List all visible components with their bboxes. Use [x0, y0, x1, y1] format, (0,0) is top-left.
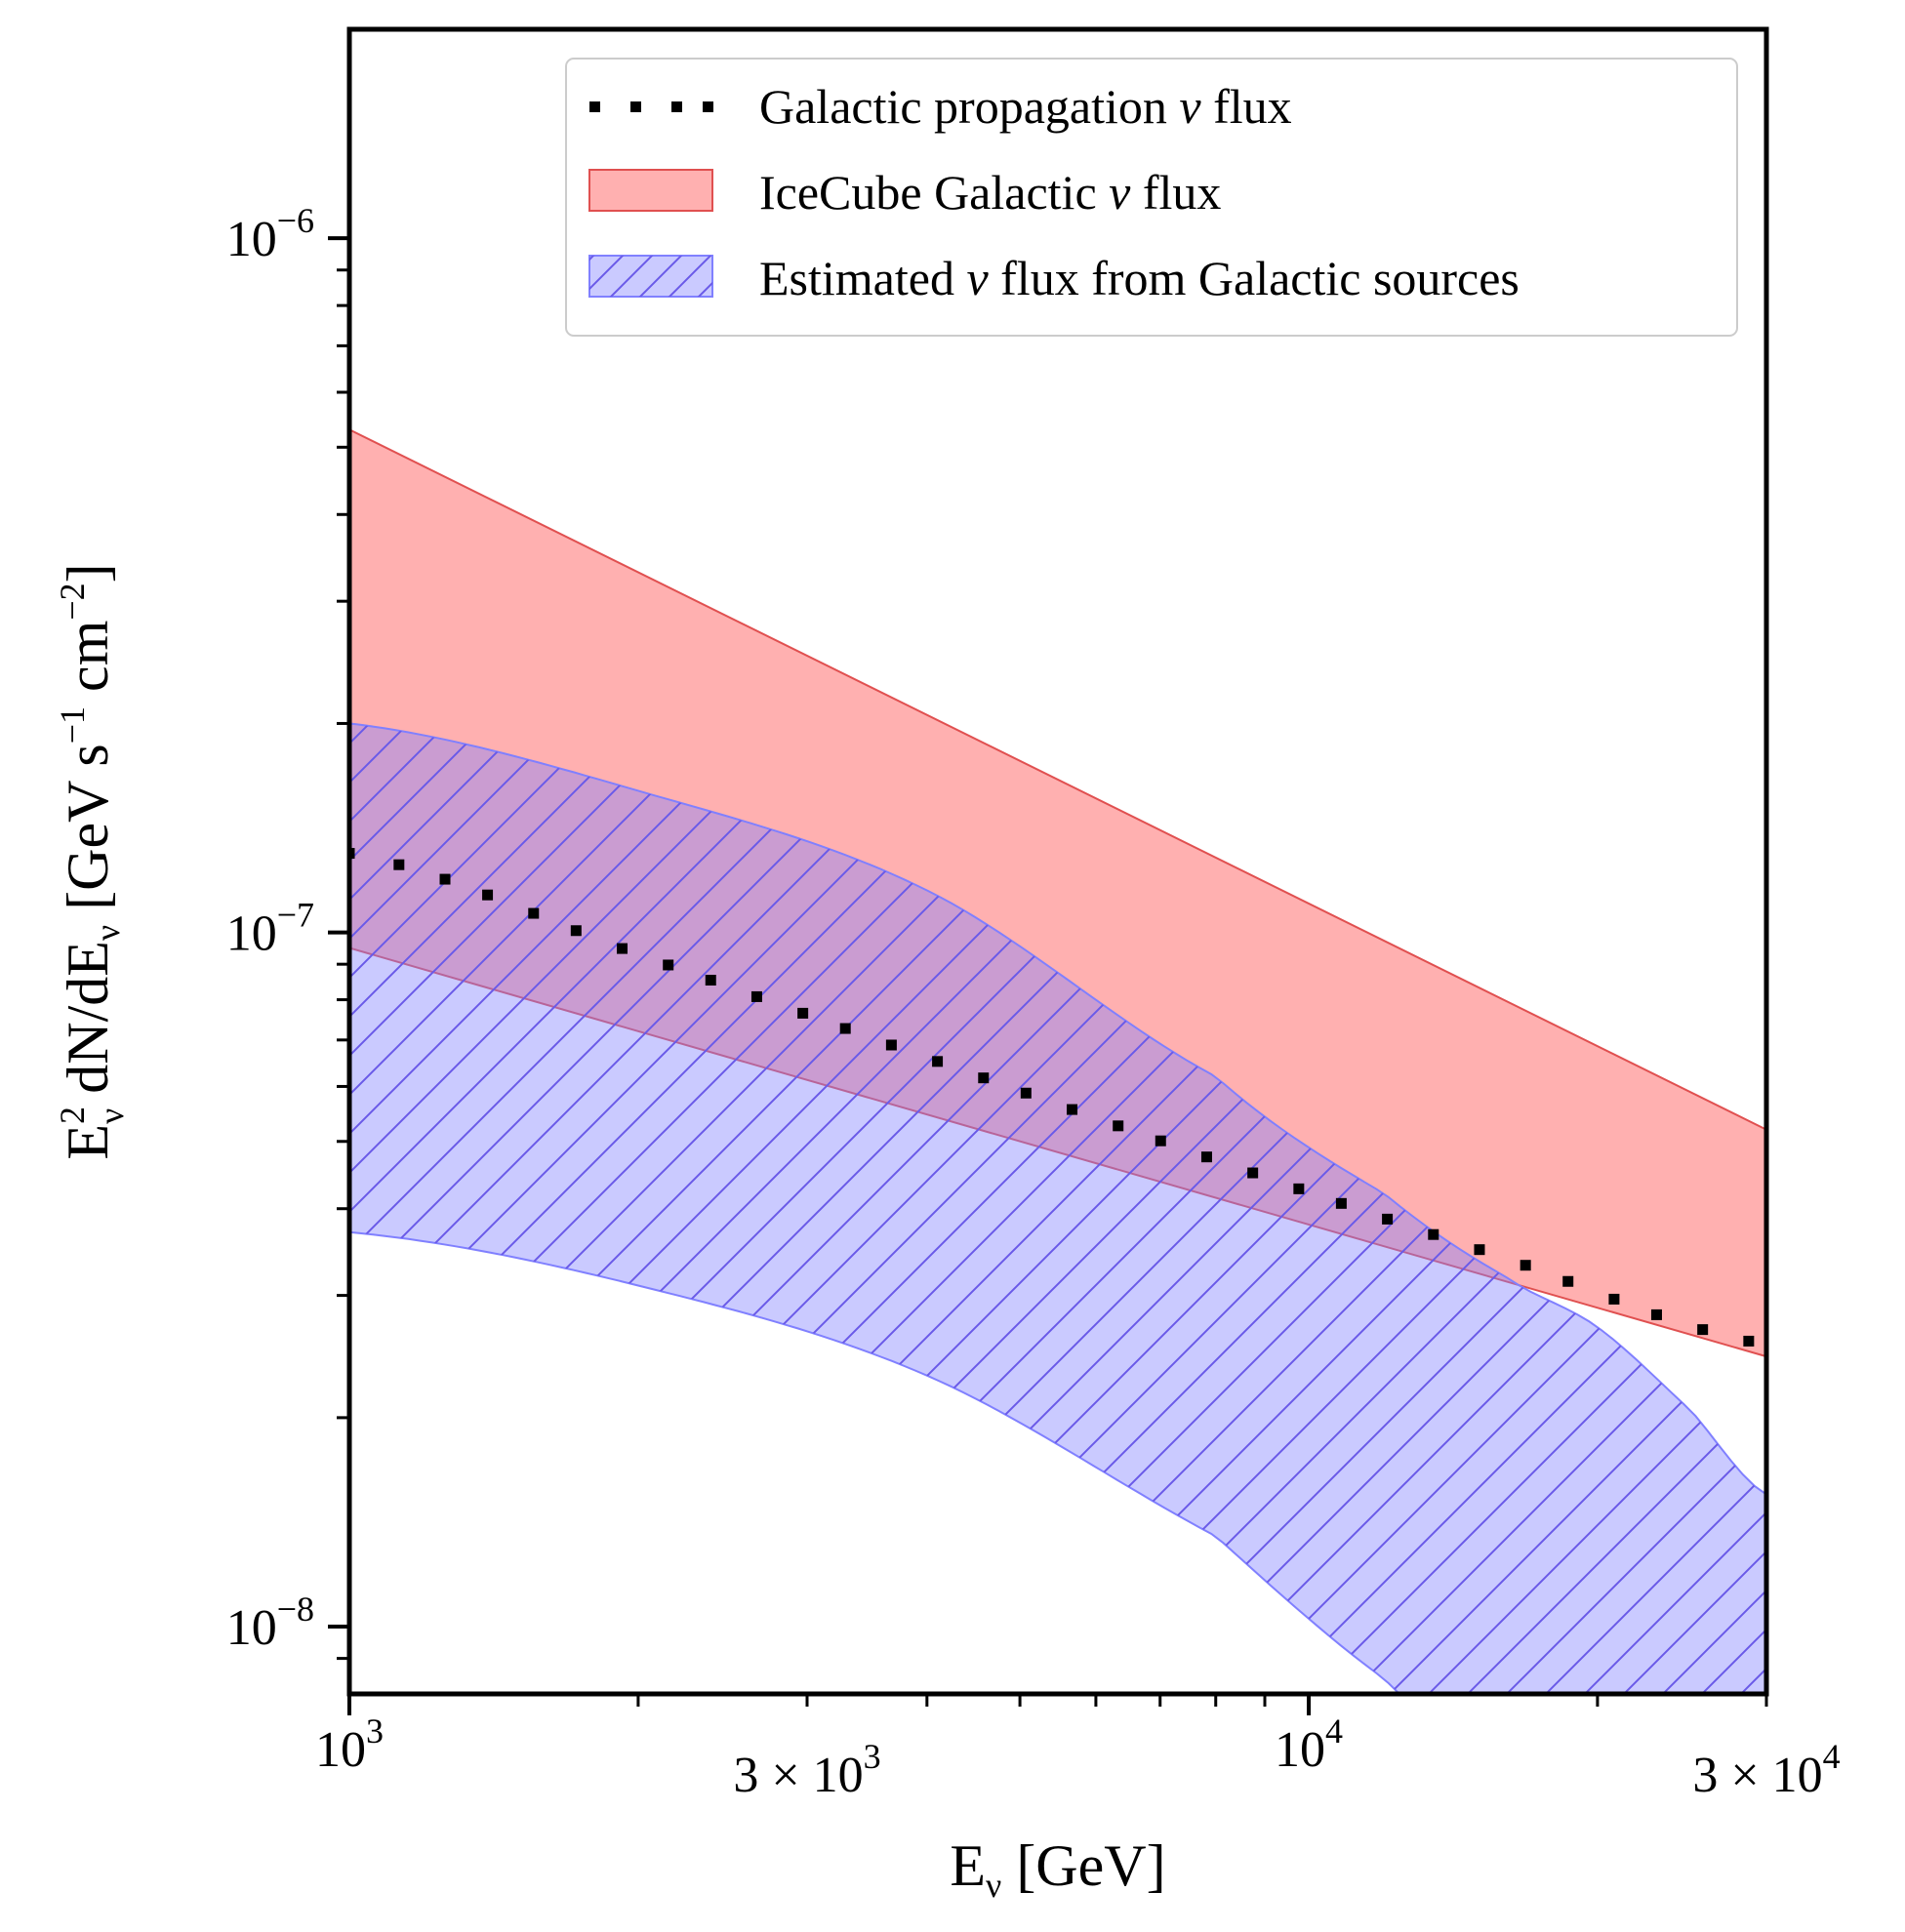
- legend-entry-sources: Estimated ν flux from Galactic sources: [588, 251, 1520, 305]
- legend-box: [565, 58, 1738, 337]
- propagation-flux-dot: [1697, 1324, 1709, 1336]
- legend-dotted-line-swatch: [589, 101, 713, 112]
- propagation-flux-dot: [797, 1007, 809, 1019]
- propagation-flux-dot: [1608, 1293, 1620, 1305]
- propagation-flux-dot: [750, 990, 762, 1002]
- propagation-flux-dot: [393, 859, 405, 870]
- propagation-flux-dot: [349, 848, 355, 860]
- legend-label-sources: Estimated ν flux from Galactic sources: [759, 251, 1520, 305]
- propagation-flux-dot: [1113, 1120, 1124, 1132]
- propagation-flux-dot: [978, 1072, 990, 1084]
- propagation-flux-dot: [1562, 1275, 1574, 1287]
- legend: Galactic propagation ν flux IceCube Gala…: [565, 58, 1738, 337]
- icecube-flux-band: [349, 428, 1766, 1358]
- propagation-flux-dot: [1382, 1213, 1394, 1225]
- propagation-flux-dot: [528, 907, 540, 919]
- propagation-flux-dot: [885, 1039, 897, 1051]
- propagation-flux-dot: [1020, 1087, 1032, 1099]
- propagation-flux-dot: [839, 1023, 851, 1034]
- y-tick-label: 10−6: [226, 201, 314, 267]
- legend-entry-propagation: Galactic propagation ν flux: [589, 79, 1292, 134]
- propagation-flux-dot: [482, 889, 494, 901]
- propagation-flux-dot: [617, 943, 628, 954]
- data-layer: [349, 428, 1766, 1694]
- legend-label-propagation: Galactic propagation ν flux: [759, 79, 1292, 134]
- y-axis-label: E2ν dN/dEν [GeV s−1 cm−2]: [53, 563, 131, 1159]
- legend-label-icecube: IceCube Galactic ν flux: [759, 165, 1221, 220]
- propagation-flux-dot: [570, 925, 582, 937]
- x-tick-label: 104: [1275, 1711, 1343, 1778]
- propagation-flux-dot: [439, 873, 451, 885]
- x-tick-label: 3 × 103: [733, 1737, 880, 1803]
- propagation-flux-dot: [1247, 1167, 1259, 1179]
- propagation-flux-dot: [1293, 1183, 1305, 1194]
- legend-entry-icecube: IceCube Galactic ν flux: [588, 165, 1221, 220]
- y-tick-label: 10−8: [226, 1590, 314, 1656]
- propagation-flux-dot: [705, 975, 716, 986]
- propagation-flux-dot: [1067, 1104, 1078, 1115]
- legend-hatch-swatch: [589, 256, 712, 297]
- propagation-flux-dot: [1474, 1244, 1485, 1256]
- x-axis-label: Eν [GeV]: [950, 1833, 1165, 1905]
- propagation-flux-dot: [1155, 1135, 1166, 1147]
- propagation-flux-dot: [1650, 1308, 1662, 1320]
- sources-flux-hatch: [349, 723, 1766, 1694]
- propagation-flux-dot: [663, 959, 674, 971]
- axes-frame: [346, 26, 1769, 1697]
- propagation-flux-dot: [932, 1056, 944, 1067]
- propagation-flux-line: [349, 848, 1755, 1347]
- x-tick-label: 103: [315, 1711, 384, 1778]
- propagation-flux-dot: [1428, 1228, 1439, 1240]
- propagation-flux-dot: [1200, 1151, 1212, 1163]
- propagation-flux-dot: [1335, 1197, 1347, 1209]
- y-tick-label: 10−7: [226, 896, 314, 962]
- legend-red-band-swatch: [588, 169, 713, 212]
- propagation-flux-dot: [1743, 1335, 1755, 1347]
- propagation-flux-dot: [1520, 1260, 1531, 1271]
- x-tick-label: 3 × 104: [1692, 1737, 1840, 1803]
